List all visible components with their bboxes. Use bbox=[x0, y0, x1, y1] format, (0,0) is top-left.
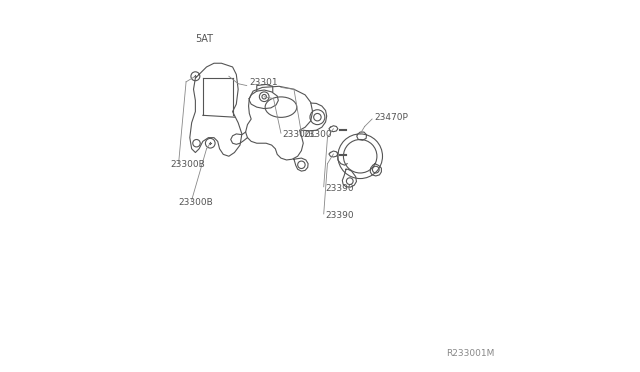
Text: 23301: 23301 bbox=[250, 78, 278, 87]
Text: 23300B: 23300B bbox=[170, 160, 205, 169]
Text: 23470P: 23470P bbox=[374, 113, 408, 122]
Text: 23390: 23390 bbox=[326, 211, 354, 220]
Text: R233001M: R233001M bbox=[447, 349, 495, 358]
Text: 5AT: 5AT bbox=[195, 34, 213, 44]
Text: 23300L: 23300L bbox=[283, 130, 316, 139]
Text: 23390: 23390 bbox=[326, 184, 354, 193]
Text: 23300B: 23300B bbox=[179, 198, 213, 207]
Text: 23300: 23300 bbox=[303, 130, 332, 139]
